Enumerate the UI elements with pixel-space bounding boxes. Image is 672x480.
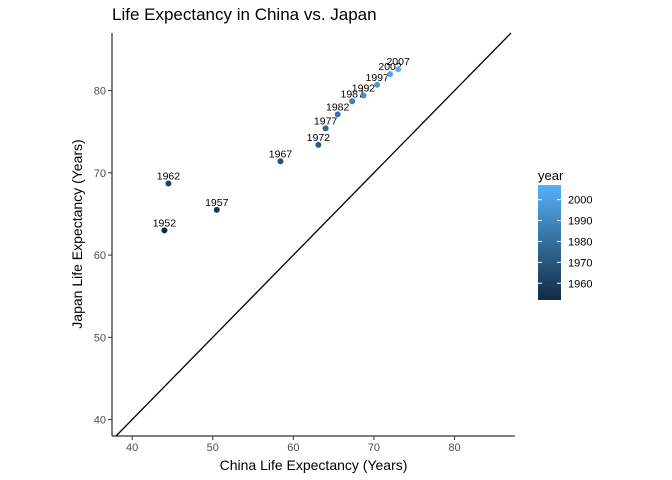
y-tick-label: 50 [94,332,106,344]
data-point-label: 1962 [157,171,181,183]
data-point [161,227,168,234]
y-tick-label: 60 [94,250,106,262]
data-point-label: 1992 [352,83,376,95]
identity-reference-line [115,32,512,437]
data-point-label: 1952 [153,217,177,229]
legend-tick-label: 1990 [568,216,592,228]
x-axis-title: China Life Expectancy (Years) [220,457,408,473]
y-tick-label: 80 [94,86,106,98]
data-point [395,66,402,73]
data-point-label: 1957 [205,197,229,209]
x-tick-label: 80 [448,442,460,454]
data-point-label: 1977 [314,115,338,127]
plot-area: 1952 1957 1962 1967 1972 1977 1982198719921997… [115,32,512,437]
x-tick-label: 60 [287,442,299,454]
data-point-label: 1982 [326,101,350,113]
data-point-label: 2007 [386,56,410,68]
data-point [277,158,284,165]
x-tick-label: 50 [207,442,219,454]
data-point-label: 1997 [365,72,389,84]
legend-tick-label: 2000 [568,195,592,207]
data-point-label: 1972 [307,132,331,144]
x-tick-label: 70 [368,442,380,454]
data-point [334,111,341,118]
x-tick-label: 40 [126,442,138,454]
data-point [315,141,322,148]
legend-tick-label: 1970 [568,257,592,269]
data-point [165,180,172,187]
y-axis-title: Japan Life Expectancy (Years) [69,139,85,328]
data-point-label: 1967 [269,148,293,160]
chart-title: Life Expectancy in China vs. Japan [112,5,377,24]
data-point [360,92,367,99]
data-point [213,206,220,213]
legend-colorbar [538,185,561,300]
legend-title: year [538,168,564,183]
y-tick-label: 70 [94,168,106,180]
legend-ticks: 1960 1970 1980 1990 2000 [538,195,592,290]
data-point-label: 1987 [341,88,365,100]
legend-tick-label: 1980 [568,236,592,248]
color-legend: year 1960 1970 1980 1990 2000 [538,168,592,300]
y-tick-label: 40 [94,415,106,427]
data-point [387,71,394,78]
data-point [322,125,329,132]
x-axis-ticks: 40 50 60 70 80 [126,436,461,454]
y-axis-ticks: 40 50 60 70 80 [94,86,112,427]
data-point [349,98,356,105]
legend-tick-label: 1960 [568,278,592,290]
data-point [374,81,381,88]
